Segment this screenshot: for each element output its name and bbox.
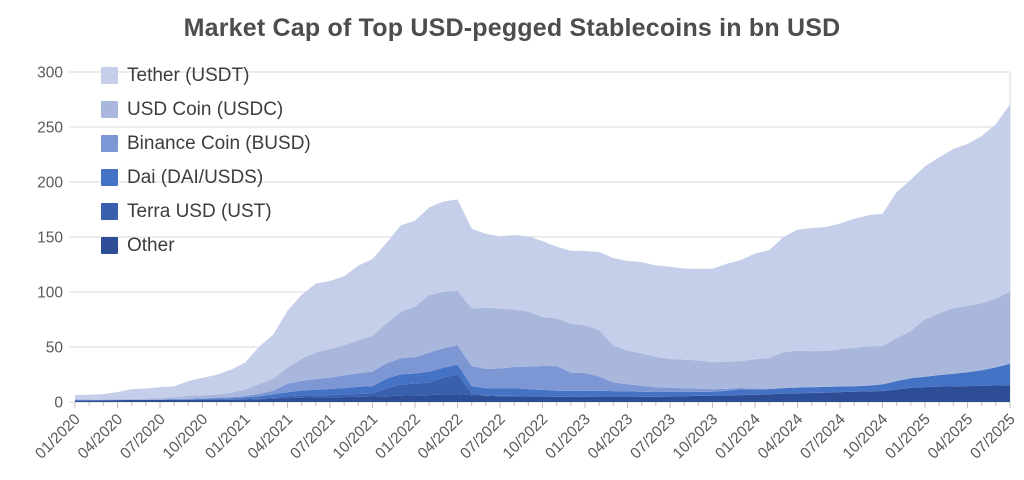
legend-swatch-icon bbox=[101, 135, 118, 152]
x-tick-label: 04/2021 bbox=[245, 411, 297, 463]
legend-item: Terra USD (UST) bbox=[101, 199, 311, 224]
x-tick-label: 07/2023 bbox=[627, 411, 679, 463]
x-tick-label: 01/2023 bbox=[542, 411, 594, 463]
legend-label: Tether (USDT) bbox=[127, 64, 250, 86]
x-tick-label: 01/2020 bbox=[32, 411, 84, 463]
x-tick-label: 07/2021 bbox=[287, 411, 339, 463]
y-tick-label: 300 bbox=[37, 65, 63, 82]
area-band-tether-usdt bbox=[75, 104, 1010, 400]
legend-item: Dai (DAI/USDS) bbox=[101, 165, 311, 190]
x-tick-label: 01/2025 bbox=[882, 411, 934, 463]
x-tick-label: 01/2021 bbox=[202, 411, 254, 463]
legend-swatch-icon bbox=[101, 237, 118, 254]
x-tick-label: 04/2023 bbox=[585, 411, 637, 463]
y-tick-label: 100 bbox=[37, 285, 63, 302]
legend-label: Terra USD (UST) bbox=[127, 200, 272, 222]
area-band-other bbox=[75, 385, 1010, 402]
area-band-terra-usd-ust bbox=[75, 374, 1010, 401]
x-tick-label: 10/2023 bbox=[670, 411, 722, 463]
y-tick-label: 200 bbox=[37, 175, 63, 192]
legend-swatch-icon bbox=[101, 203, 118, 220]
x-tick-label: 10/2024 bbox=[840, 411, 892, 463]
y-tick-label: 50 bbox=[46, 340, 64, 357]
legend-item: Other bbox=[101, 233, 311, 258]
legend-swatch-icon bbox=[101, 67, 118, 84]
legend-swatch-icon bbox=[101, 169, 118, 186]
x-tick-label: 10/2022 bbox=[500, 411, 552, 463]
x-tick-label: 01/2022 bbox=[372, 411, 424, 463]
legend-item: USD Coin (USDC) bbox=[101, 97, 311, 122]
x-tick-label: 04/2025 bbox=[925, 411, 977, 463]
area-band-usd-coin-usdc bbox=[75, 290, 1010, 400]
x-tick-label: 04/2022 bbox=[415, 411, 467, 463]
x-tick-label: 07/2020 bbox=[117, 411, 169, 463]
y-tick-label: 0 bbox=[54, 395, 63, 412]
x-tick-label: 04/2020 bbox=[75, 411, 127, 463]
x-tick-label: 01/2024 bbox=[712, 411, 764, 463]
area-band-binance-coin-busd bbox=[75, 345, 1010, 401]
x-tick-label: 04/2024 bbox=[755, 411, 807, 463]
legend-swatch-icon bbox=[101, 101, 118, 118]
legend-item: Tether (USDT) bbox=[101, 63, 311, 88]
y-tick-label: 150 bbox=[37, 230, 63, 247]
area-band-dai-dai-usds bbox=[75, 363, 1010, 401]
x-tick-label: 07/2024 bbox=[797, 411, 849, 463]
x-tick-label: 07/2025 bbox=[967, 411, 1019, 463]
legend-label: Other bbox=[127, 234, 175, 256]
legend-item: Binance Coin (BUSD) bbox=[101, 131, 311, 156]
legend-label: USD Coin (USDC) bbox=[127, 98, 284, 120]
y-tick-label: 250 bbox=[37, 120, 63, 137]
legend: Tether (USDT) USD Coin (USDC) Binance Coin… bbox=[101, 63, 311, 258]
x-tick-label: 10/2021 bbox=[330, 411, 382, 463]
legend-label: Binance Coin (BUSD) bbox=[127, 132, 311, 154]
legend-label: Dai (DAI/USDS) bbox=[127, 166, 264, 188]
x-tick-label: 07/2022 bbox=[457, 411, 509, 463]
x-tick-label: 10/2020 bbox=[160, 411, 212, 463]
chart-title: Market Cap of Top USD-pegged Stablecoins… bbox=[183, 14, 841, 42]
